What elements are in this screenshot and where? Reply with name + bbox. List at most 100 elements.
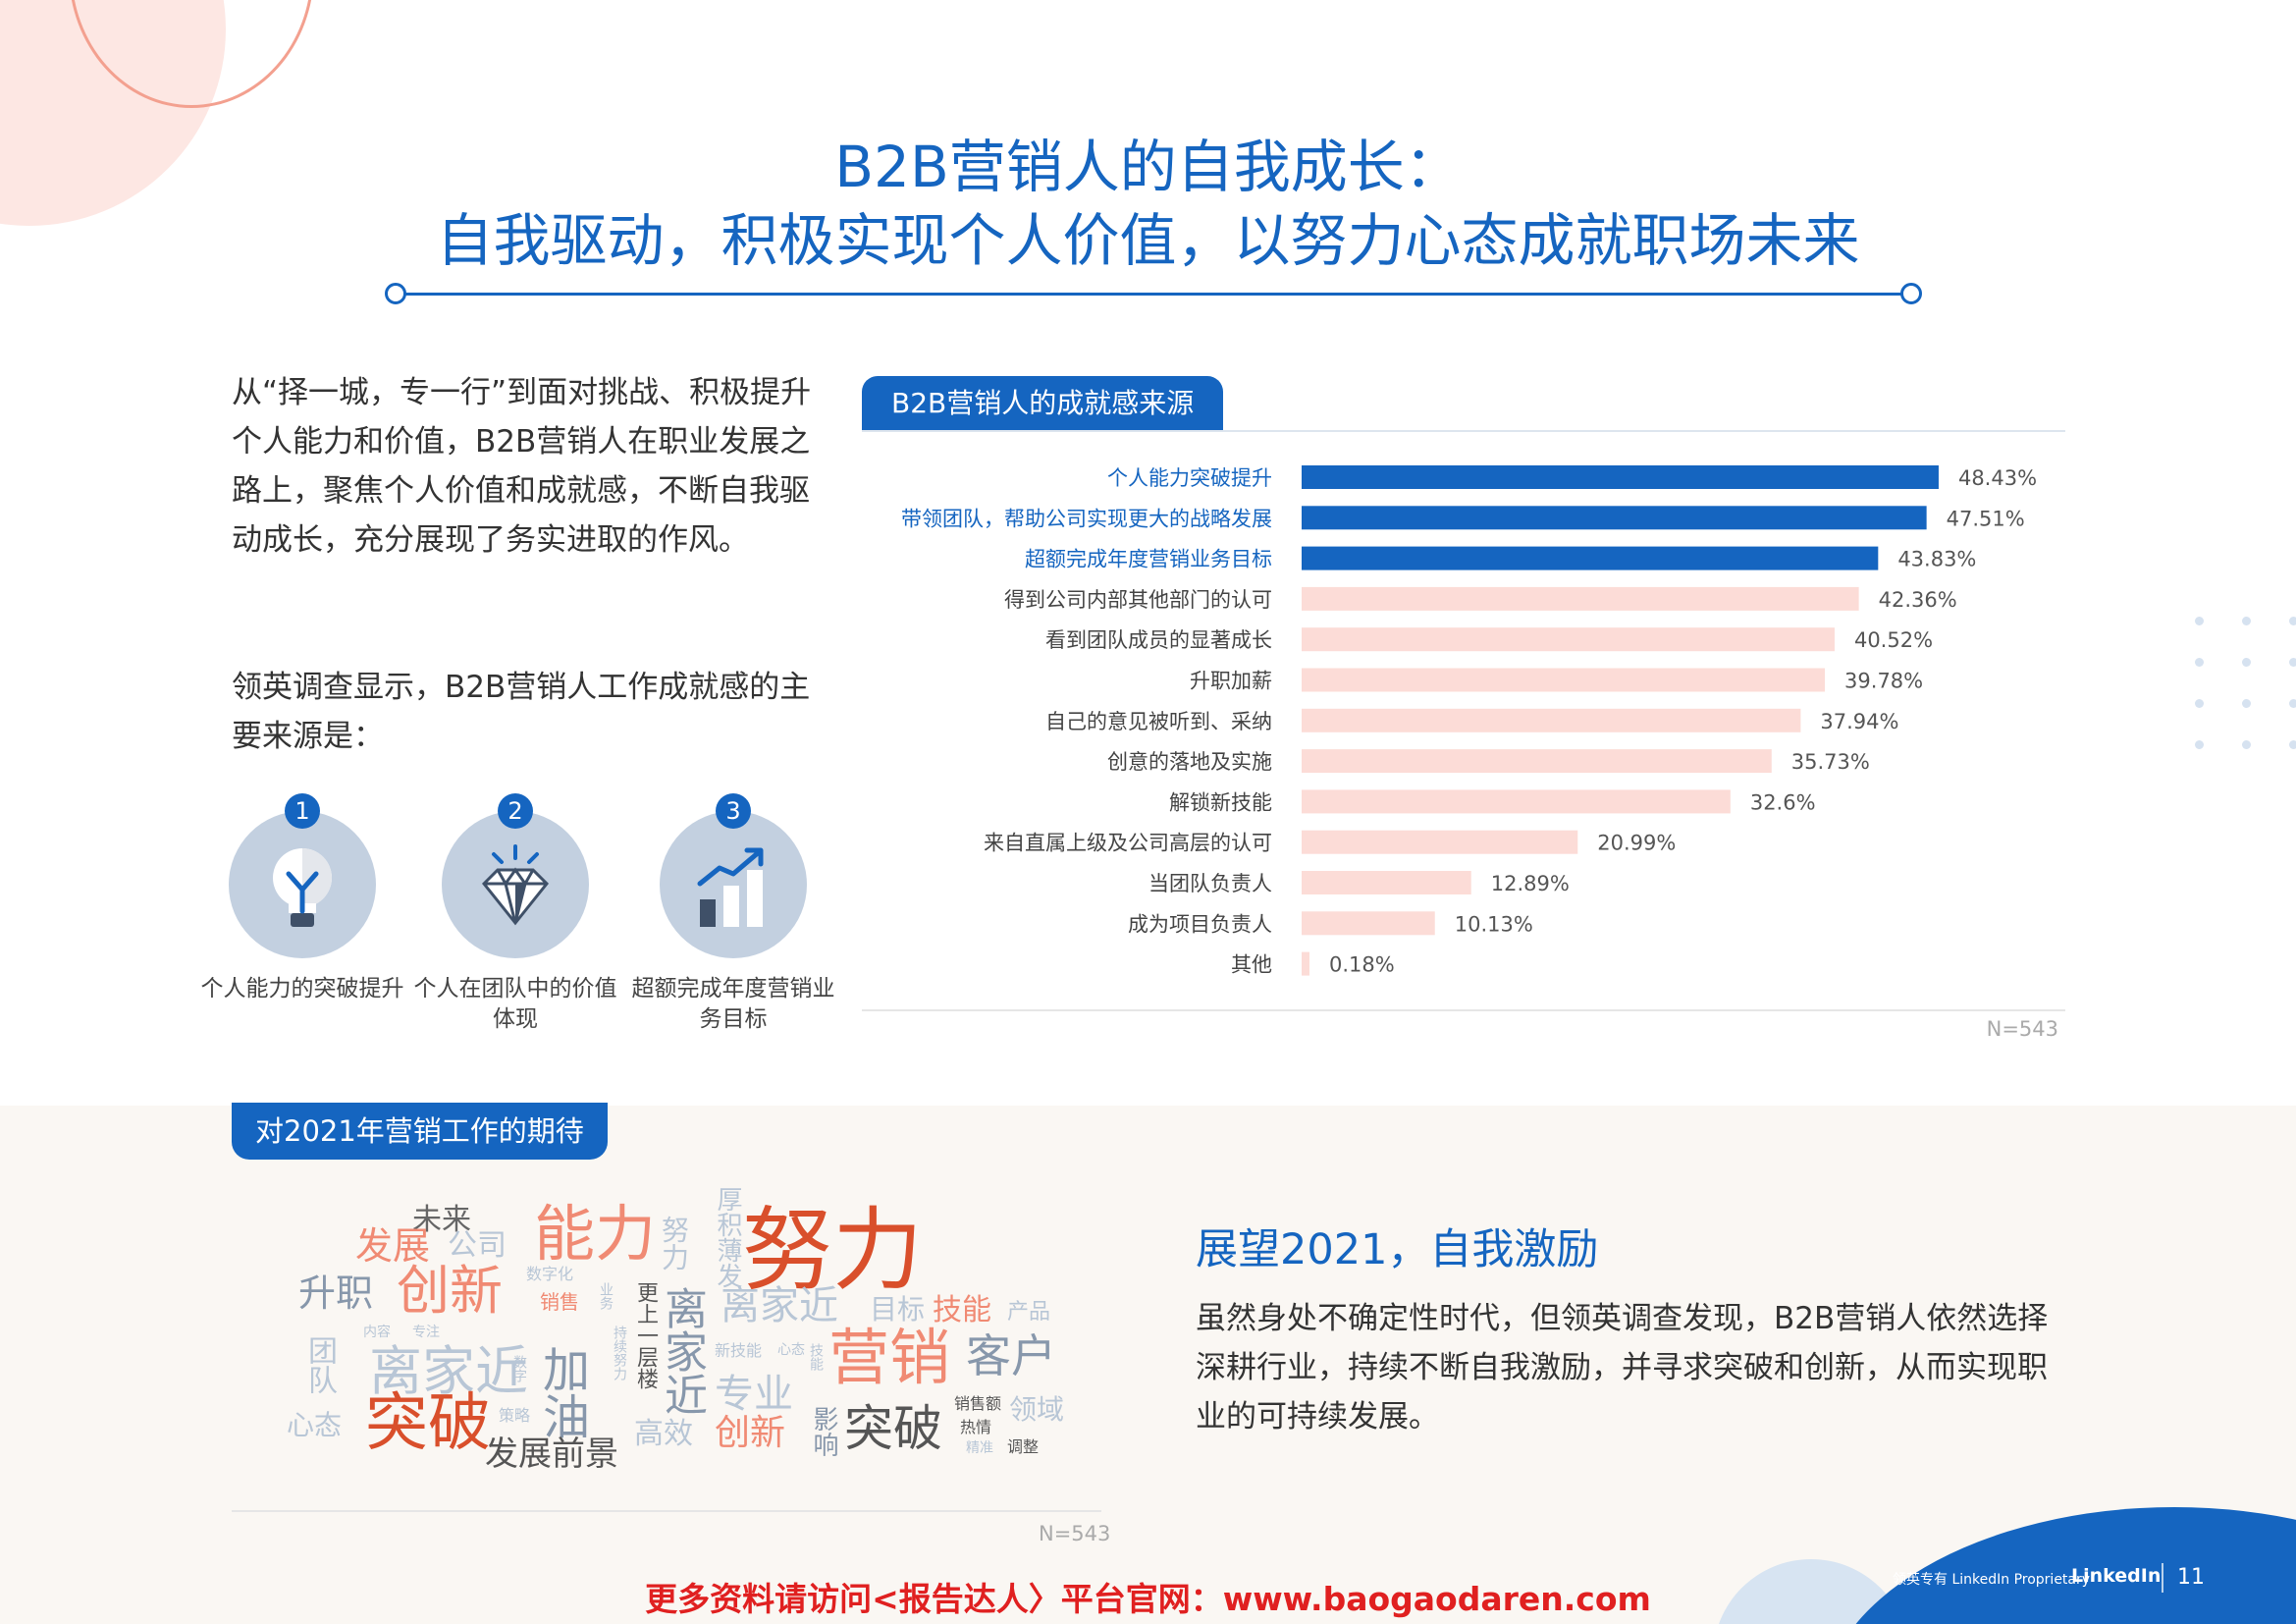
word-cloud-word: 销售额 <box>954 1394 1002 1413</box>
bar-value-label: 43.83% <box>1897 548 1976 571</box>
feature-number: 2 <box>498 793 533 829</box>
word-cloud-word: 创新 <box>397 1260 503 1322</box>
page-title-line1: B2B营销人的自我成长： <box>834 134 1462 200</box>
bar-category-label: 超额完成年度营销业务目标 <box>1025 548 1272 571</box>
bar <box>1302 749 1772 774</box>
word-cloud-word: 目标 <box>870 1293 926 1326</box>
outlook-text: 虽然身处不确定性时代，但领英调查发现，B2B营销人依然选择深耕行业，持续不断自我… <box>1196 1301 2049 1435</box>
bar-category-label: 来自直属上级及公司高层的认可 <box>984 832 1272 855</box>
word-cloud-word: 厚积薄发 <box>713 1186 742 1288</box>
decorative-dot <box>2242 658 2251 667</box>
bar-value-label: 37.94% <box>1820 710 1898 733</box>
bar-category-label: 当团队负责人 <box>1148 872 1272 895</box>
word-cloud: 努力 能力 未来 发展 公司 升职 创新 数字化 销售 内容 专注 团队 离家近 加油 数字 心态 突破 策略 发展… <box>232 1168 1105 1492</box>
bar <box>1302 708 1801 732</box>
lightbulb-icon <box>273 848 332 927</box>
word-cloud-word: 高效 <box>634 1417 693 1451</box>
word-cloud-word: 更上一层楼 <box>633 1281 658 1389</box>
word-cloud-word: 努力 <box>658 1216 690 1271</box>
word-cloud-word: 业务 <box>598 1282 614 1310</box>
word-cloud-word: 突破 <box>365 1387 491 1460</box>
decorative-dot <box>2195 658 2204 667</box>
decorative-dot <box>2289 699 2296 708</box>
word-cloud-word: 新技能 <box>715 1341 763 1360</box>
word-cloud-word: 心态 <box>777 1342 805 1358</box>
chart-bottom-rule <box>862 1009 2065 1011</box>
word-cloud-word: 离家近 <box>721 1283 838 1328</box>
word-cloud-rule <box>232 1510 1101 1512</box>
page-number: 11 <box>2177 1565 2205 1590</box>
outlook-title: 展望2021，自我激励 <box>1196 1225 1599 1274</box>
title-underline-dot-right <box>1900 283 1922 304</box>
bar-value-label: 39.78% <box>1844 670 1923 693</box>
word-cloud-word: 专业 <box>715 1372 793 1417</box>
decorative-dot <box>2195 699 2204 708</box>
word-cloud-word: 升职 <box>298 1272 374 1315</box>
title-underline-dot-left <box>385 283 406 304</box>
feature-label: 个人能力的突破提升 <box>200 976 404 1001</box>
decorative-dot <box>2242 699 2251 708</box>
word-cloud-word: 突破 <box>844 1400 942 1457</box>
footer-website-link[interactable]: 更多资料请访问<报告达人〉平台官网：www.baogaodaren.com <box>645 1580 1651 1618</box>
word-cloud-word: 创新 <box>715 1413 786 1453</box>
word-cloud-word: 加油 <box>534 1345 589 1439</box>
bar-category-label: 个人能力突破提升 <box>1107 466 1272 490</box>
bar-category-label: 自己的意见被听到、采纳 <box>1045 710 1272 733</box>
bar <box>1302 506 1927 530</box>
feature-icon-circle <box>442 811 589 958</box>
bar-category-label: 其他 <box>1231 953 1272 977</box>
word-cloud-word: 技能 <box>808 1343 824 1371</box>
word-cloud-word: 数字 <box>511 1355 527 1382</box>
word-cloud-word: 策略 <box>499 1406 531 1425</box>
word-cloud-word: 精准 <box>966 1440 993 1456</box>
decorative-dot <box>2242 617 2251 625</box>
word-cloud-word: 产品 <box>1007 1300 1051 1325</box>
bar-value-label: 20.99% <box>1597 832 1676 855</box>
word-cloud-sample-size: N=543 <box>1039 1522 1111 1545</box>
intro-paragraph: 从“择一城，专一行”到面对挑战、积极提升个人能力和价值，B2B营销人在职业发展之… <box>232 375 812 558</box>
bar <box>1302 911 1435 936</box>
word-cloud-word: 影响 <box>809 1406 838 1457</box>
bar-category-label: 解锁新技能 <box>1169 790 1272 814</box>
word-cloud-word: 离家近 <box>657 1286 707 1416</box>
feature-label: 个人在团队中的价值体现 <box>413 976 617 1032</box>
intro-paragraph-2: 领英调查显示，B2B营销人工作成就感的主要来源是： <box>232 670 811 754</box>
bar <box>1302 951 1309 976</box>
footer-proprietary: 领英专有 LinkedIn Proprietary <box>1893 1572 2091 1588</box>
word-cloud-word: 持续努力 <box>612 1326 627 1380</box>
bar <box>1302 627 1835 652</box>
decorative-dot <box>2195 740 2204 749</box>
bar-value-label: 12.89% <box>1491 872 1570 895</box>
feature-icon-circle <box>229 811 376 958</box>
bar-category-label: 带领团队，帮助公司实现更大的战略发展 <box>901 507 1272 530</box>
bar-category-label: 看到团队成员的显著成长 <box>1045 628 1272 652</box>
bar <box>1302 830 1578 854</box>
bar-value-label: 10.13% <box>1455 912 1533 936</box>
chart-sample-size: N=543 <box>1986 1017 2058 1041</box>
expectations-section <box>0 1106 2296 1624</box>
bar <box>1302 789 1731 814</box>
achievement-bar-chart: 个人能力突破提升 48.43% 带领团队，帮助公司实现更大的战略发展 47.51% 超额… <box>901 465 2037 977</box>
word-cloud-word: 能力 <box>534 1198 657 1270</box>
bar <box>1302 871 1471 894</box>
bar <box>1302 465 1939 489</box>
word-cloud-word: 内容 <box>363 1325 391 1340</box>
chart-top-rule <box>862 430 2065 432</box>
bar-value-label: 40.52% <box>1854 628 1933 652</box>
word-cloud-word: 客户 <box>966 1329 1056 1382</box>
feature-label: 超额完成年度营销业务目标 <box>631 976 835 1032</box>
word-cloud-word: 发展 <box>355 1224 431 1268</box>
decorative-dot <box>2289 658 2296 667</box>
bar-category-label: 升职加薪 <box>1190 670 1272 693</box>
bar-category-label: 得到公司内部其他部门的认可 <box>1004 588 1272 612</box>
word-cloud-word: 领域 <box>1009 1393 1065 1426</box>
page-title-line2: 自我驱动，积极实现个人价值，以努力心态成就职场未来 <box>436 207 1860 274</box>
bar <box>1302 668 1826 692</box>
word-cloud-word: 心态 <box>287 1409 343 1441</box>
bar <box>1302 546 1879 570</box>
bar-value-label: 42.36% <box>1879 588 1957 612</box>
word-cloud-word: 热情 <box>960 1418 992 1436</box>
feature-number: 1 <box>285 793 320 829</box>
bar-category-label: 创意的落地及实施 <box>1107 750 1272 774</box>
word-cloud-word: 营销 <box>828 1322 951 1393</box>
